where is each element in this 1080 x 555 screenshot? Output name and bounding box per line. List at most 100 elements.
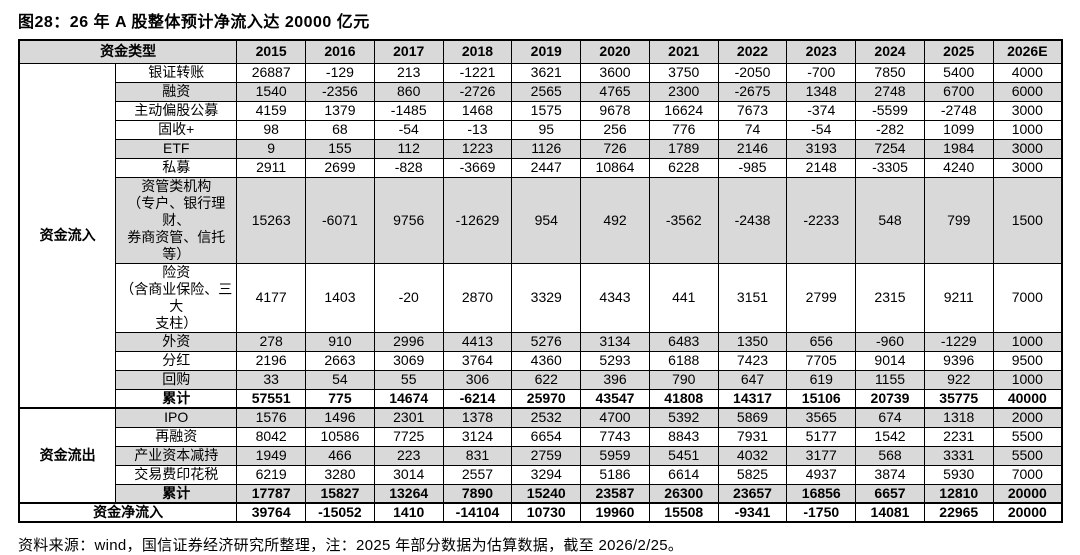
- value-cell: -2748: [923, 100, 994, 121]
- row-label-cell: ETF: [115, 138, 238, 159]
- value-cell: 1410: [373, 502, 444, 523]
- value-cell: 3621: [511, 62, 582, 83]
- value-cell: 5500: [992, 426, 1063, 447]
- value-cell: 8042: [236, 426, 307, 447]
- value-cell: 12810: [923, 483, 994, 504]
- value-cell: 1000: [992, 119, 1063, 140]
- row-label-cell: IPO: [115, 407, 238, 428]
- value-cell: -282: [855, 119, 925, 140]
- value-cell: 619: [786, 369, 857, 390]
- value-cell: 14674: [373, 388, 444, 409]
- value-cell: 4240: [923, 157, 994, 178]
- table-row: 固收+ 98 68 -54 -13 95 256 776 74 -54 -282 1099 1000: [19, 119, 1063, 140]
- value-cell: -129: [305, 62, 375, 83]
- row-label-cell: 银证转账: [115, 62, 238, 83]
- value-cell: 3600: [580, 62, 650, 83]
- value-cell: -2233: [786, 176, 857, 264]
- value-cell: 1542: [855, 426, 925, 447]
- row-label-cell: 累计: [115, 388, 238, 409]
- source-note: 资料来源：wind，国信证券经济研究所整理，注：2025 年部分数据为估算数据，…: [18, 537, 684, 554]
- value-cell: 1155: [855, 369, 925, 390]
- table-row: 交易费印花税 6219 3280 3014 2557 3294 5186 6614 5825 49…: [19, 464, 1063, 485]
- year-header-cell: 2020: [580, 39, 650, 64]
- value-cell: 2231: [923, 426, 994, 447]
- value-cell: 3000: [992, 138, 1063, 159]
- value-cell: 831: [442, 445, 513, 466]
- value-cell: 7000: [992, 262, 1063, 333]
- value-cell: 396: [580, 369, 650, 390]
- value-cell: 22965: [923, 502, 994, 523]
- value-cell: 7000: [992, 464, 1063, 485]
- value-cell: 39764: [236, 502, 307, 523]
- value-cell: 922: [923, 369, 994, 390]
- value-cell: 5177: [786, 426, 857, 447]
- row-label-cell: 资金净流入: [18, 502, 238, 523]
- value-cell: 3000: [992, 100, 1063, 121]
- capital-flow-table: 资金类型 2015 2016 2017 2018 2019 2020 2021 2022 2023…: [18, 39, 1063, 523]
- value-cell: 74: [717, 119, 788, 140]
- value-cell: 2000: [992, 407, 1063, 428]
- row-label-cell: 主动偏股公募: [115, 100, 238, 121]
- value-cell: 20000: [992, 502, 1063, 523]
- row-label-cell: 融资: [115, 81, 238, 102]
- value-cell: 6654: [511, 426, 582, 447]
- value-cell: -6214: [442, 388, 513, 409]
- value-cell: 4159: [236, 100, 307, 121]
- value-cell: 9678: [580, 100, 650, 121]
- value-cell: 9396: [923, 350, 994, 371]
- value-cell: 5293: [580, 350, 650, 371]
- value-cell: 1468: [442, 100, 513, 121]
- value-cell: 2315: [855, 262, 925, 333]
- value-cell: -54: [373, 119, 444, 140]
- table-row: 资管类机构 （专户、银行理财、 券商资管、信托等） 15263 -6071 9756-…: [19, 176, 1063, 264]
- value-cell: 9756: [373, 176, 444, 264]
- table-row: 资金流入 银证转账 26887 -129 213 -1221 3621 3600 3750 -20…: [18, 62, 1063, 409]
- table-row: ETF 9 155 112 1223 1126 726 1789 2146 3193 7254 198…: [19, 138, 1063, 159]
- value-cell: 4343: [580, 262, 650, 333]
- year-header-cell: 2023: [786, 39, 857, 64]
- value-cell: 7931: [717, 426, 788, 447]
- value-cell: 1000: [992, 331, 1063, 352]
- value-cell: 6614: [648, 464, 719, 485]
- value-cell: 3329: [511, 262, 582, 333]
- value-cell: 799: [923, 176, 994, 264]
- value-cell: 3014: [373, 464, 444, 485]
- value-cell: 2748: [855, 81, 925, 102]
- value-cell: 155: [305, 138, 375, 159]
- value-cell: 7743: [580, 426, 650, 447]
- value-cell: 10730: [511, 502, 582, 523]
- value-cell: 57551: [236, 388, 307, 409]
- value-cell: 3134: [580, 331, 650, 352]
- value-cell: 910: [305, 331, 375, 352]
- corner-header-cell: 资金类型: [18, 39, 238, 64]
- value-cell: -1221: [442, 62, 513, 83]
- value-cell: 4413: [442, 331, 513, 352]
- value-cell: 15827: [305, 483, 375, 504]
- value-cell: 656: [786, 331, 857, 352]
- value-cell: -54: [786, 119, 857, 140]
- value-cell: 3764: [442, 350, 513, 371]
- row-label-cell: 再融资: [115, 426, 238, 447]
- value-cell: 1223: [442, 138, 513, 159]
- value-cell: 647: [717, 369, 788, 390]
- value-cell: 1789: [648, 138, 719, 159]
- year-header-cell: 2015: [236, 39, 307, 64]
- value-cell: 5400: [923, 62, 994, 83]
- value-cell: 16856: [786, 483, 857, 504]
- value-cell: -2356: [305, 81, 375, 102]
- value-cell: 223: [373, 445, 444, 466]
- value-cell: 1378: [442, 407, 513, 428]
- value-cell: 23657: [717, 483, 788, 504]
- value-cell: 278: [236, 331, 307, 352]
- value-cell: 43547: [580, 388, 650, 409]
- table-row: 资金流出 IPO 1576 1496 2301 1378 2532 4700 5392 5869 3…: [18, 407, 1063, 504]
- value-cell: 3124: [442, 426, 513, 447]
- value-cell: 2699: [305, 157, 375, 178]
- value-cell: -3562: [648, 176, 719, 264]
- value-cell: 9: [236, 138, 307, 159]
- value-cell: 55: [373, 369, 444, 390]
- year-header-cell: 2021: [648, 39, 719, 64]
- value-cell: -6071: [305, 176, 375, 264]
- value-cell: 5869: [717, 407, 788, 428]
